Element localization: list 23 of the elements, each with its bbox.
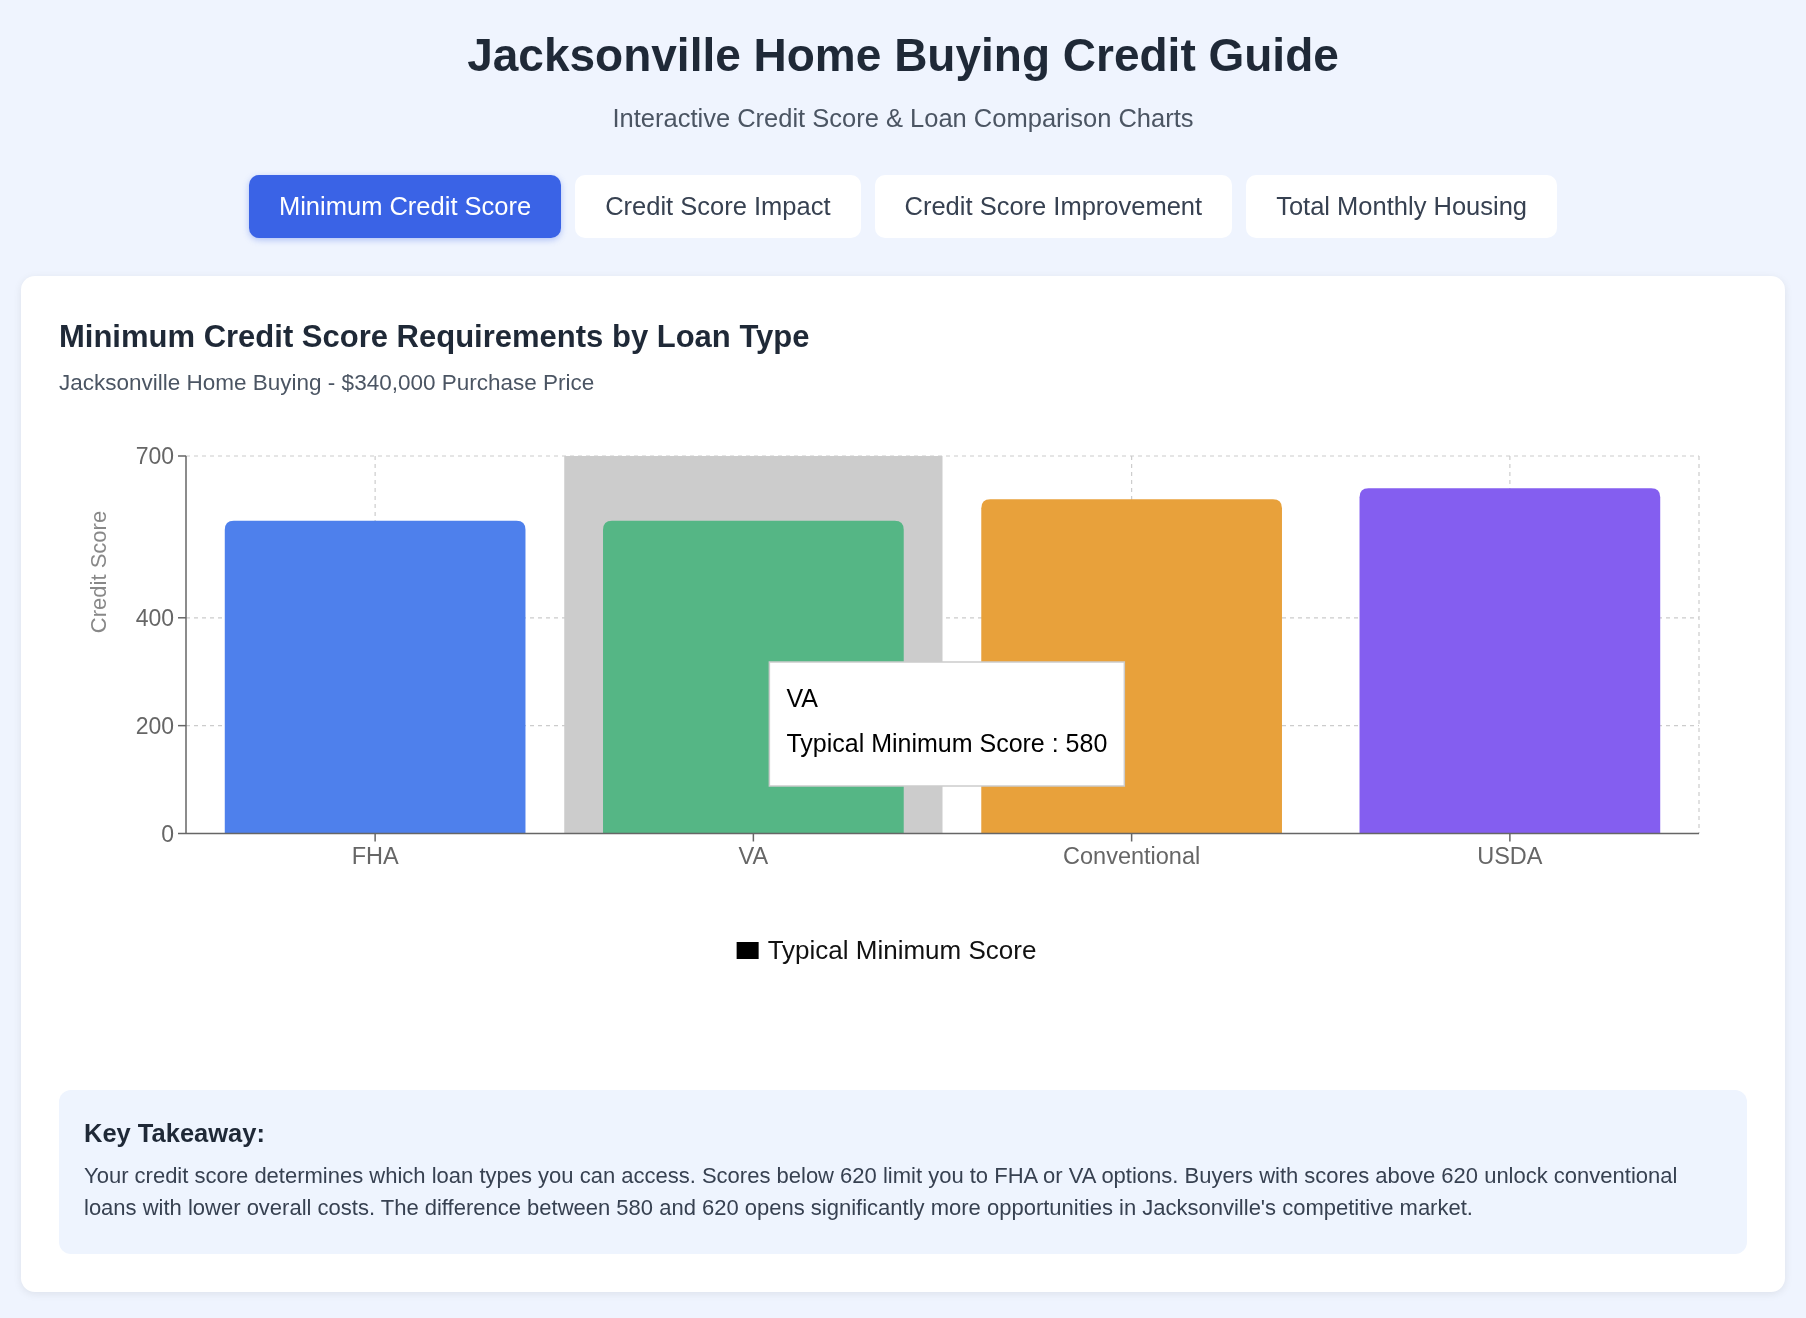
- x-tick-label: USDA: [1477, 842, 1543, 869]
- chart-subtitle: Jacksonville Home Buying - $340,000 Purchase Price: [59, 370, 595, 395]
- text: Key Takeaway:: [84, 1118, 266, 1148]
- y-tick-label: 200: [135, 712, 174, 739]
- y-tick-label: 700: [135, 443, 174, 470]
- bar: [1359, 488, 1661, 834]
- text: Interactive Credit Score & Loan Comparison Charts: [611, 103, 1195, 133]
- annotation: VA Typical Minimum Score : 580: [786, 684, 1108, 757]
- x-tick-label: VA: [738, 842, 769, 869]
- y-tick-label: 0: [161, 820, 174, 847]
- tab-button: Minimum Credit Score: [248, 175, 562, 238]
- chart-title: Minimum Credit Score Requirements by Loan Type: [59, 319, 810, 354]
- tab-button: Credit Score Improvement: [874, 175, 1233, 238]
- bar: [224, 520, 526, 834]
- text: Your credit score determines which loan types you can access. Scores below 620 limit you to FHA or VA options. Buyers with scores above 620 unlock conventional loans with lower overall costs. The difference between 580 and 620 opens significantly more opportunities in Jacksonville's competitive market.: [84, 1162, 1679, 1222]
- y-axis-title: Credit Score: [86, 510, 111, 634]
- text: Jacksonville Home Buying Credit Guide: [466, 28, 1340, 82]
- tab-button: Credit Score Impact: [575, 175, 861, 238]
- tab-button: Total Monthly Housing: [1246, 175, 1558, 238]
- x-tick-label: Conventional: [1063, 842, 1201, 869]
- y-tick-label: 400: [135, 604, 174, 631]
- text: Typical Minimum Score: [767, 935, 1037, 966]
- x-tick-label: FHA: [351, 842, 399, 869]
